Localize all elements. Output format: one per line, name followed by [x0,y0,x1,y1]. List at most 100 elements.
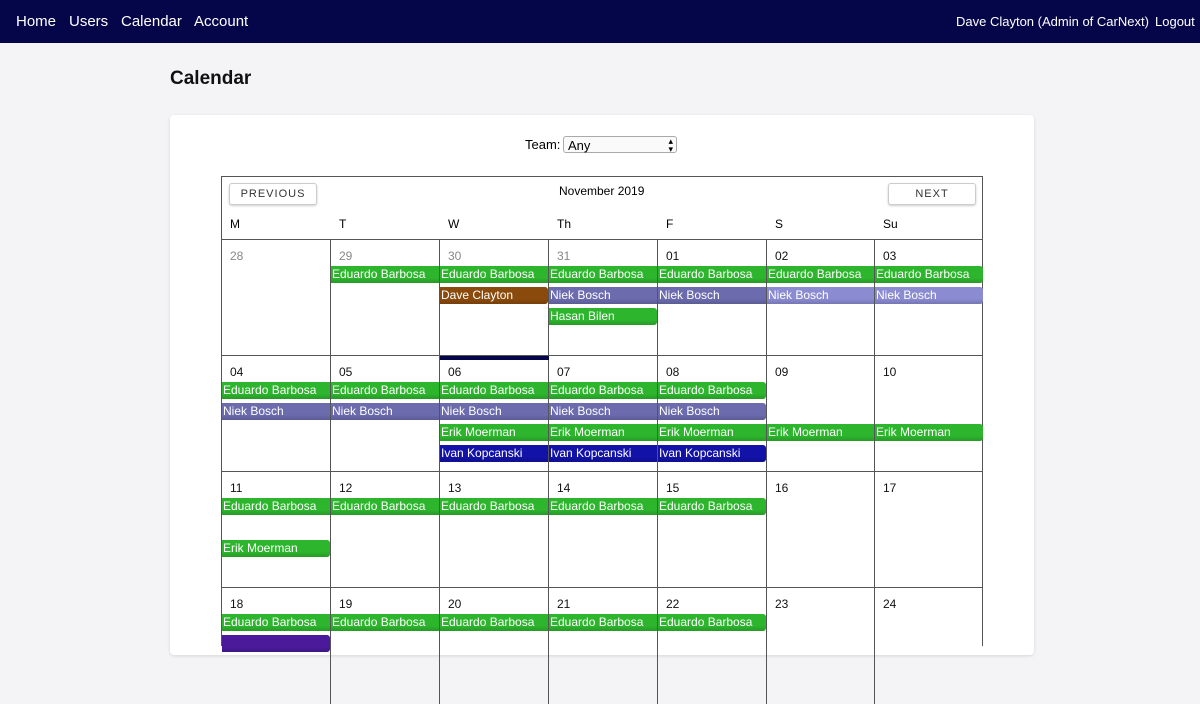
day-number[interactable]: 09 [775,365,789,379]
calendar-event[interactable]: Eduardo Barbosa [658,266,766,283]
calendar-week: 11 12 13 14 15 16 17 Eduardo Barbosa Eduardo Bar… [222,471,982,588]
calendar-event[interactable]: Eduardo Barbosa [440,614,548,631]
calendar-event[interactable]: Erik Moerman [767,424,874,441]
calendar-event[interactable]: Eduardo Barbosa [331,498,439,515]
calendar-event[interactable]: Eduardo Barbosa [549,614,657,631]
day-divider [439,356,440,472]
day-number[interactable]: 24 [883,597,897,611]
day-divider [548,356,549,472]
calendar-event[interactable]: Eduardo Barbosa [331,382,439,399]
day-divider [657,472,658,588]
calendar-event[interactable]: Niek Bosch [658,403,766,420]
nav-account[interactable]: Account [194,13,249,30]
day-number[interactable]: 14 [557,481,571,495]
day-divider [548,240,549,356]
day-divider [657,588,658,704]
day-divider [657,356,658,472]
day-divider [548,588,549,704]
calendar-event[interactable]: Ivan Kopcanski [549,445,657,462]
day-number[interactable]: 10 [883,365,897,379]
day-number[interactable]: 13 [448,481,462,495]
day-number[interactable]: 17 [883,481,897,495]
day-divider [874,472,875,588]
day-divider [874,588,875,704]
day-number[interactable]: 06 [448,365,462,379]
calendar-event[interactable]: Ivan Kopcanski [658,445,766,462]
previous-button[interactable]: PREVIOUS [229,183,317,205]
day-number[interactable]: 03 [883,249,897,263]
day-number[interactable]: 22 [666,597,680,611]
day-number[interactable]: 16 [775,481,789,495]
day-number[interactable]: 31 [557,249,571,263]
day-number[interactable]: 07 [557,365,571,379]
calendar-event[interactable]: Eduardo Barbosa [331,614,439,631]
calendar-week: 04 05 06 07 08 09 10 Eduardo Barbosa Eduardo Bar… [222,355,983,472]
weekday-header: Su [883,217,898,231]
day-number[interactable]: 08 [666,365,680,379]
day-number[interactable]: 11 [230,481,243,495]
day-number[interactable]: 30 [448,249,462,263]
calendar-event[interactable]: Niek Bosch [549,287,657,304]
calendar-event[interactable]: Eduardo Barbosa [875,266,983,283]
calendar-event[interactable]: Eduardo Barbosa [658,498,766,515]
weekday-header: F [666,217,674,231]
calendar-event[interactable]: Eduardo Barbosa [549,266,657,283]
calendar-week: 18 19 20 21 22 23 24 Eduardo Barbosa Eduardo Bar… [222,587,982,704]
calendar-event[interactable]: Niek Bosch [549,403,657,420]
weekday-header: M [230,217,240,231]
day-number[interactable]: 19 [339,597,353,611]
calendar-event[interactable]: Eduardo Barbosa [658,614,766,631]
calendar-event[interactable]: Erik Moerman [440,424,548,441]
day-divider [330,588,331,704]
day-number[interactable]: 29 [339,249,353,263]
nav-home[interactable]: Home [16,13,57,30]
calendar-event[interactable]: Hasan Bilen [549,308,657,325]
day-number[interactable]: 21 [557,597,571,611]
day-number[interactable]: 04 [230,365,244,379]
calendar-event[interactable]: Eduardo Barbosa [440,498,548,515]
calendar-week: 28 29 30 31 01 02 03 Eduardo Barbosa Eduardo Bar… [222,239,983,356]
calendar-event[interactable]: Niek Bosch [222,403,330,420]
day-divider [657,240,658,356]
day-number[interactable]: 20 [448,597,462,611]
nav-users[interactable]: Users [69,13,109,30]
calendar-event[interactable]: Erik Moerman [875,424,983,441]
day-number[interactable]: 05 [339,365,353,379]
calendar-event[interactable]: Eduardo Barbosa [331,266,439,283]
calendar-event[interactable]: Ivan Kopcanski [440,445,548,462]
calendar-event[interactable]: Eduardo Barbosa [222,382,330,399]
calendar-event[interactable]: Eduardo Barbosa [222,498,330,515]
calendar-event[interactable]: Erik Moerman [222,540,330,557]
day-number[interactable]: 01 [666,249,680,263]
nav-calendar[interactable]: Calendar [121,13,182,30]
calendar-event[interactable]: Eduardo Barbosa [658,382,766,399]
day-number[interactable]: 28 [230,249,244,263]
calendar-event[interactable]: Niek Bosch [875,287,983,304]
calendar-event[interactable]: Eduardo Barbosa [440,382,548,399]
calendar-event[interactable]: Niek Bosch [440,403,548,420]
nav-logout[interactable]: Logout [1155,14,1195,29]
calendar-event[interactable]: Eduardo Barbosa [767,266,874,283]
day-number[interactable]: 12 [339,481,353,495]
weekday-header: W [448,217,460,231]
day-number[interactable]: 15 [666,481,680,495]
calendar-event[interactable]: Eduardo Barbosa [549,382,657,399]
calendar-event[interactable]: Niek Bosch [767,287,874,304]
next-button[interactable]: NEXT [888,183,976,205]
calendar-event[interactable]: Niek Bosch [331,403,439,420]
team-select[interactable]: Any ▴ ▾ [563,136,677,154]
nav-user[interactable]: Dave Clayton (Admin of CarNext) [956,14,1149,29]
calendar-event[interactable]: Niek Bosch [658,287,766,304]
calendar-event[interactable]: Erik Moerman [658,424,766,441]
calendar-event[interactable]: Dave Clayton [440,287,548,304]
calendar-event[interactable]: Erik Moerman [549,424,657,441]
day-number[interactable]: 02 [775,249,789,263]
weekday-header: Th [557,217,572,231]
calendar-event[interactable]: Eduardo Barbosa [222,614,330,631]
calendar-event[interactable]: Eduardo Barbosa [549,498,657,515]
calendar-event[interactable] [222,635,330,652]
day-number[interactable]: 23 [775,597,789,611]
calendar-event[interactable]: Eduardo Barbosa [440,266,548,283]
day-number[interactable]: 18 [230,597,244,611]
day-divider [874,240,875,356]
